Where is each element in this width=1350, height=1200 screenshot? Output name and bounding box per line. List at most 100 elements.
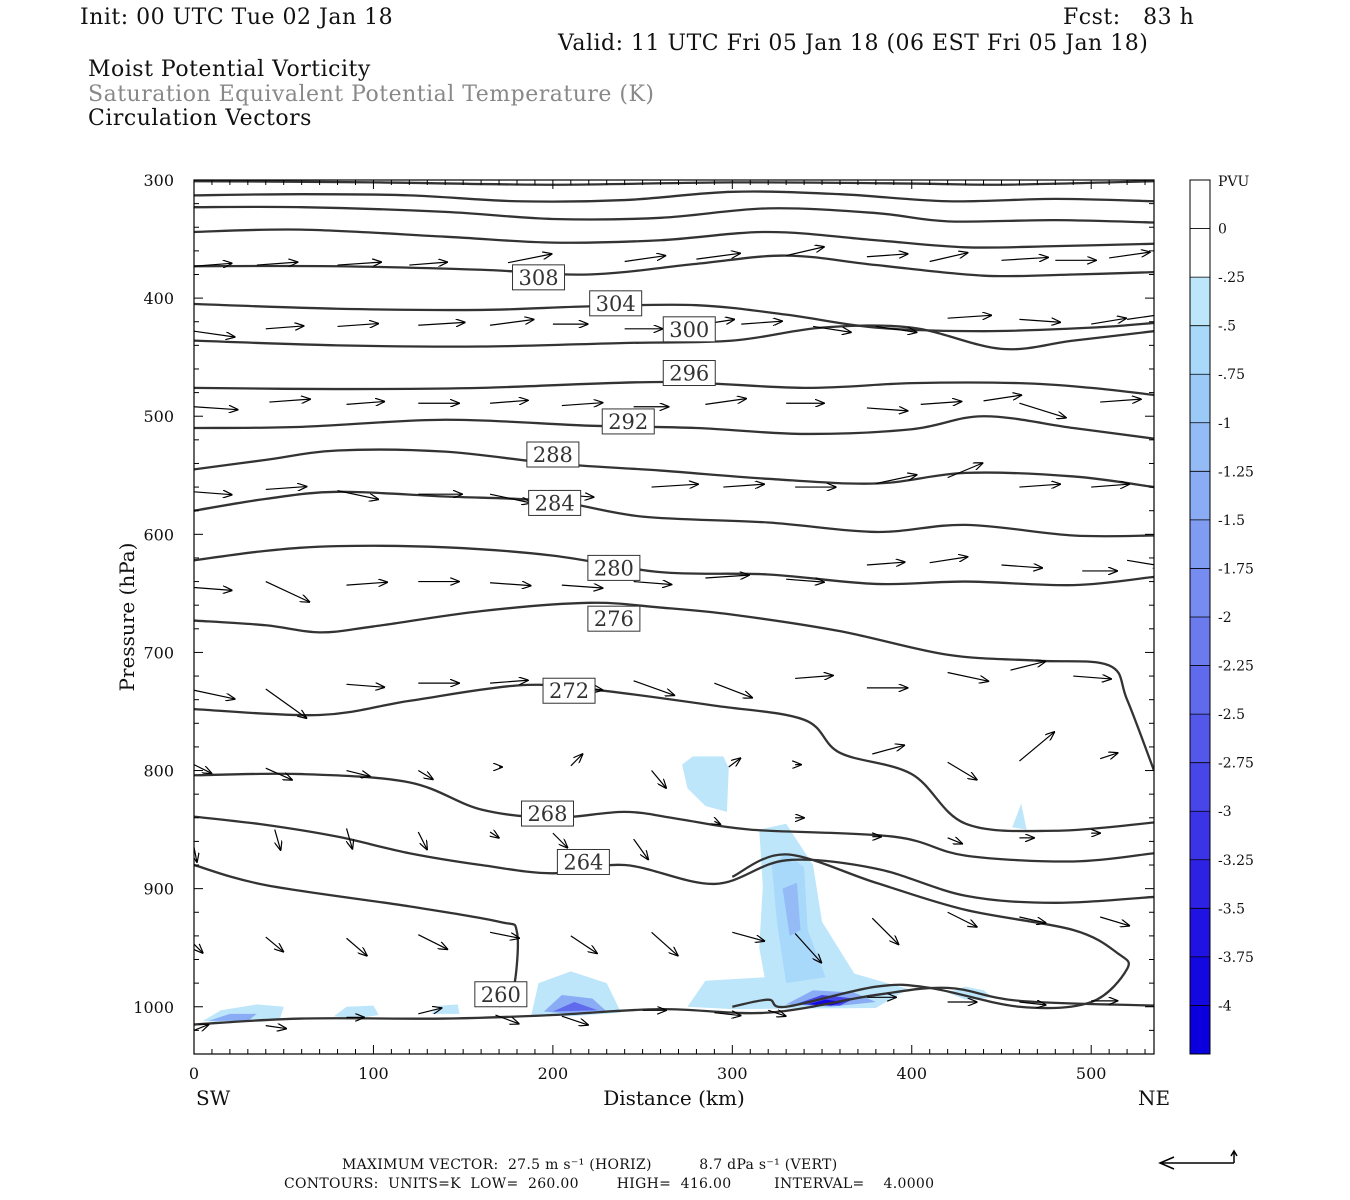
circulation-vector (561, 403, 603, 406)
circulation-vector (561, 1015, 588, 1025)
circulation-vector (495, 1014, 518, 1024)
pv-shading-region (333, 1005, 379, 1019)
contour-label-box (601, 408, 655, 435)
pv-shading-region (682, 756, 729, 812)
circulation-vector (337, 262, 382, 265)
circulation-vector (795, 676, 833, 679)
circulation-vector (570, 754, 583, 767)
circulation-vector (1100, 399, 1141, 402)
contour-label: 296 (669, 362, 709, 386)
contour-label-box (662, 360, 716, 387)
x-tick-label: 300 (717, 1064, 748, 1083)
circulation-vector (265, 581, 310, 602)
contour-label: 300 (669, 318, 709, 342)
contour-label-box (587, 605, 641, 632)
colorbar-label: -3.5 (1218, 901, 1245, 917)
theta-es-contour (194, 772, 1154, 863)
circulation-vector (633, 582, 672, 585)
circulation-vector (794, 933, 821, 963)
colorbar-label: -1.25 (1218, 464, 1254, 480)
circulation-vector (345, 828, 353, 848)
pv-shading-region (1012, 803, 1027, 830)
contour-label: 276 (594, 607, 634, 631)
circulation-vector (418, 934, 447, 950)
plot-frame (193, 179, 1155, 1055)
colorbar-label: 0 (1218, 222, 1227, 238)
theta-es-contour (194, 448, 1154, 489)
circulation-vector (417, 831, 427, 849)
circulation-vector (866, 254, 908, 257)
circulation-vector (920, 402, 962, 405)
colorbar-label: -2.25 (1218, 659, 1254, 675)
circulation-vector (194, 587, 232, 590)
circulation-vector (417, 770, 433, 780)
colorbar-label: -2 (1218, 610, 1232, 626)
circulation-vector (947, 838, 963, 844)
circulation-vector (723, 484, 764, 487)
circulation-vector (983, 395, 1022, 402)
contour-label-box (526, 441, 580, 468)
circulation-vector (1109, 252, 1150, 259)
x-tick-label: 200 (538, 1064, 569, 1083)
contour-label-box (587, 554, 641, 581)
circulation-vector (194, 944, 203, 953)
circulation-vector (1001, 565, 1042, 568)
circulation-vector (741, 321, 782, 324)
circulation-vector (1126, 314, 1154, 320)
colorbar-swatch (1190, 665, 1210, 715)
contour-label: 304 (596, 292, 636, 316)
circulation-vector (872, 745, 904, 755)
theta-es-contour (194, 380, 1154, 397)
circulation-vector (265, 767, 292, 780)
contour-label-box (542, 677, 596, 704)
contour-label: 284 (535, 491, 575, 515)
colorbar-label: -.75 (1218, 367, 1245, 383)
circulation-vector (1019, 916, 1045, 923)
contour-label-box (662, 316, 716, 343)
colorbar-label: -2.75 (1218, 756, 1254, 772)
colorbar-swatch (1190, 228, 1210, 278)
circulation-vector (786, 579, 824, 582)
colorbar-title: PVU (1218, 174, 1250, 190)
circulation-vector (265, 1026, 286, 1029)
circulation-vector (418, 322, 464, 325)
contour-label: 268 (527, 802, 567, 826)
contour-label: 272 (549, 679, 589, 703)
contour-label: 288 (533, 443, 573, 467)
circulation-vector (768, 1010, 785, 1016)
circulation-vector (194, 764, 211, 774)
x-axis-label: Distance (km) (603, 1086, 745, 1110)
circulation-vector (194, 330, 235, 337)
theta-es-contour (194, 415, 1154, 440)
x-tick-label: 0 (189, 1064, 199, 1083)
circulation-vector (633, 838, 649, 859)
colorbar-label: -3.25 (1218, 853, 1254, 869)
contour-label-box (520, 800, 574, 827)
colorbar-label: -1.75 (1218, 561, 1254, 577)
contour-label: 308 (518, 266, 558, 290)
contour-label: 260 (481, 983, 521, 1007)
pv-shading-region (807, 999, 844, 1006)
theta-es-contour (194, 254, 1154, 278)
circulation-vector (274, 829, 281, 850)
contour-info-note: CONTOURS: UNITS=K LOW= 260.00 HIGH= 416.… (284, 1176, 935, 1192)
colorbar-swatch (1190, 325, 1210, 375)
forecast-hour: Fcst: 83 h (1063, 5, 1195, 30)
pv-shading-region (552, 1002, 598, 1012)
circulation-vector (651, 484, 698, 487)
y-tick-label: 600 (143, 525, 174, 544)
circulation-vector (346, 684, 385, 687)
circulation-vector (1019, 402, 1065, 418)
colorbar-swatch (1190, 859, 1210, 909)
colorbar-swatch (1190, 956, 1210, 1006)
colorbar-label: -1 (1218, 416, 1232, 432)
circulation-vector (489, 493, 531, 503)
colorbar-swatch (1190, 811, 1210, 861)
circulation-vector (265, 688, 307, 718)
colorbar-swatch (1190, 568, 1210, 618)
circulation-vector (490, 680, 528, 683)
circulation-vector (490, 583, 531, 586)
circulation-vector (1126, 559, 1154, 566)
theta-es-contour (194, 601, 1154, 771)
